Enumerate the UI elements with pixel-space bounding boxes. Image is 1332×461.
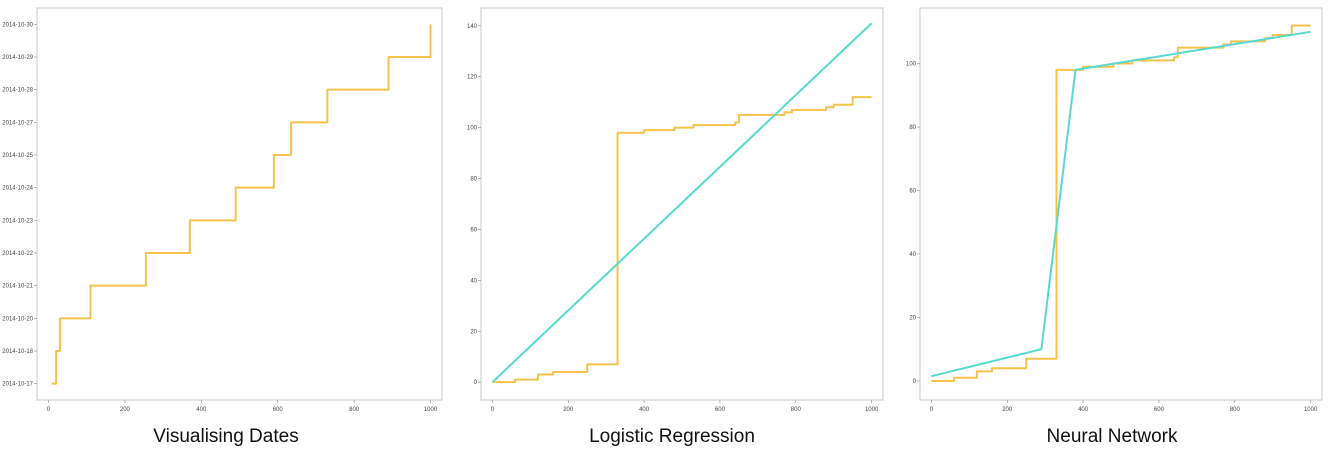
series-line-actual — [492, 96, 872, 384]
y-tick-label: 100 — [906, 62, 917, 68]
x-tick-label: 400 — [196, 407, 207, 413]
x-tick-label: 0 — [930, 407, 934, 413]
plot-frame — [480, 7, 884, 401]
series-line-prediction — [931, 30, 1311, 378]
x-tick-label: 800 — [1230, 407, 1241, 413]
y-tick-label: 2014-10-23 — [2, 218, 33, 224]
caption-visualising-dates: Visualising Dates — [153, 426, 299, 447]
y-tick-label: 40 — [470, 278, 477, 284]
x-tick-label: 0 — [47, 407, 51, 413]
y-tick-label: 140 — [467, 24, 478, 30]
y-tick-label: 20 — [470, 329, 477, 335]
x-tick-label: 400 — [1078, 407, 1089, 413]
y-tick-label: 2014-10-30 — [2, 22, 33, 28]
y-tick-label: 0 — [474, 380, 478, 386]
y-tick-label: 2014-10-22 — [2, 251, 33, 257]
y-tick-label: 2014-10-21 — [2, 284, 33, 290]
y-tick-label: 2014-10-29 — [2, 55, 33, 61]
y-tick-label: 2014-10-28 — [2, 88, 33, 94]
x-tick-label: 1000 — [424, 407, 438, 413]
x-tick-label: 400 — [639, 407, 650, 413]
chart-plot: 0 200 400 600 800 1000 0 20 40 60 80 100 120 140 — [467, 7, 884, 413]
x-tick-label: 200 — [1002, 407, 1013, 413]
y-tick-label: 2014-10-25 — [2, 153, 33, 159]
x-tick-label: 1000 — [1304, 407, 1318, 413]
series-line-prediction — [491, 22, 873, 383]
chart-logistic-regression: 0 200 400 600 800 1000 0 20 40 60 80 100 120 140 — [452, 0, 892, 461]
x-tick-label: 600 — [273, 407, 284, 413]
caption-logistic-regression: Logistic Regression — [589, 426, 755, 447]
y-tick-label: 80 — [470, 177, 477, 183]
chart-visualising-dates: 0 200 400 600 800 1000 2014-10-17 2014-10-18 201… — [0, 0, 452, 461]
y-tick-label: 2014-10-20 — [2, 316, 33, 322]
y-tick-label: 0 — [913, 379, 917, 385]
x-tick-label: 600 — [715, 407, 726, 413]
x-tick-label: 200 — [563, 407, 574, 413]
y-tick-label: 80 — [909, 125, 916, 131]
series-line-actual — [51, 24, 432, 385]
chart-plot: 0 200 400 600 800 1000 2014-10-17 2014-10-18 201… — [2, 7, 443, 413]
x-tick-label: 800 — [349, 407, 360, 413]
y-tick-label: 60 — [909, 189, 916, 195]
y-tick-label: 100 — [467, 126, 478, 132]
plot-frame — [919, 7, 1323, 401]
chart-neural-network: 0 200 400 600 800 1000 0 20 40 60 80 100 — [892, 0, 1332, 461]
y-tick-label: 2014-10-24 — [2, 186, 33, 192]
x-tick-label: 0 — [491, 407, 495, 413]
y-tick-label: 2014-10-18 — [2, 349, 33, 355]
y-tick-label: 20 — [909, 315, 916, 321]
caption-neural-network: Neural Network — [1046, 426, 1178, 447]
y-tick-label: 60 — [470, 227, 477, 233]
plot-frame — [36, 7, 443, 401]
x-tick-label: 800 — [791, 407, 802, 413]
y-tick-label: 2014-10-17 — [2, 382, 33, 388]
chart-plot: 0 200 400 600 800 1000 0 20 40 60 80 100 — [906, 7, 1323, 413]
x-tick-label: 200 — [120, 407, 131, 413]
y-tick-label: 2014-10-27 — [2, 120, 33, 126]
x-tick-label: 1000 — [865, 407, 879, 413]
x-tick-label: 600 — [1154, 407, 1165, 413]
y-tick-label: 120 — [467, 75, 478, 81]
series-line-actual — [931, 24, 1311, 382]
y-tick-label: 40 — [909, 252, 916, 258]
